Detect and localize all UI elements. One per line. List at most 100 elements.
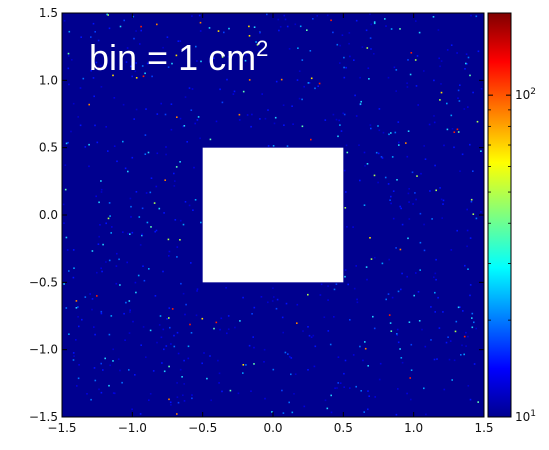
noise-speckle xyxy=(145,356,147,358)
noise-speckle xyxy=(67,52,70,55)
noise-speckle xyxy=(367,67,370,69)
noise-speckle xyxy=(397,341,400,344)
noise-speckle xyxy=(168,250,171,253)
noise-speckle xyxy=(213,57,215,60)
noise-speckle xyxy=(264,397,266,400)
noise-speckles xyxy=(62,13,483,416)
noise-speckle xyxy=(415,272,417,274)
noise-speckle xyxy=(266,13,268,16)
noise-speckle xyxy=(377,125,379,127)
noise-speckle xyxy=(396,334,398,336)
noise-speckle xyxy=(407,130,410,132)
noise-speckle xyxy=(364,341,366,343)
noise-speckle xyxy=(101,270,103,273)
noise-speckle xyxy=(65,142,68,145)
noise-speckle xyxy=(113,97,116,99)
noise-speckle xyxy=(332,31,334,34)
noise-speckle xyxy=(165,345,168,347)
noise-speckle xyxy=(387,293,390,295)
noise-speckle xyxy=(148,399,150,401)
noise-speckle xyxy=(272,287,274,289)
noise-speckle xyxy=(364,347,367,350)
noise-speckle xyxy=(267,301,269,304)
noise-speckle xyxy=(77,316,79,318)
noise-speckle xyxy=(128,300,131,302)
noise-speckle xyxy=(318,82,321,85)
noise-speckle xyxy=(253,346,255,349)
noise-speckle xyxy=(329,343,332,346)
noise-speckle xyxy=(377,181,379,184)
noise-speckle xyxy=(472,91,474,94)
noise-speckle xyxy=(124,339,126,341)
noise-speckle xyxy=(433,358,436,361)
noise-speckle xyxy=(128,369,130,371)
noise-speckle xyxy=(360,100,362,103)
noise-speckle xyxy=(113,392,116,395)
noise-speckle xyxy=(412,203,414,205)
noise-speckle xyxy=(344,207,347,209)
noise-speckle xyxy=(125,301,127,304)
noise-speckle xyxy=(209,355,211,357)
noise-speckle xyxy=(176,331,179,334)
noise-speckle xyxy=(410,369,413,371)
noise-speckle xyxy=(457,89,460,92)
noise-speckle xyxy=(108,333,111,336)
noise-speckle xyxy=(70,130,72,133)
noise-speckle xyxy=(469,74,471,77)
noise-speckle xyxy=(188,204,191,207)
noise-speckle xyxy=(63,20,66,22)
noise-speckle xyxy=(146,221,149,224)
noise-speckle xyxy=(179,40,182,42)
noise-speckle xyxy=(443,144,445,147)
noise-speckle xyxy=(432,16,435,18)
noise-speckle xyxy=(459,170,461,172)
noise-speckle xyxy=(445,341,448,344)
noise-speckle xyxy=(107,14,109,16)
noise-speckle xyxy=(447,336,449,338)
noise-speckle xyxy=(195,314,198,317)
noise-speckle xyxy=(165,146,167,148)
noise-speckle xyxy=(68,270,70,272)
noise-speckle xyxy=(209,138,212,141)
noise-speckle xyxy=(471,317,473,319)
noise-speckle xyxy=(195,45,197,48)
noise-speckle xyxy=(366,47,369,49)
noise-speckle xyxy=(225,287,227,289)
noise-speckle xyxy=(463,108,466,110)
noise-speckle xyxy=(93,95,95,98)
noise-speckle xyxy=(274,116,277,119)
noise-speckle xyxy=(333,288,336,291)
noise-speckle xyxy=(476,120,479,123)
noise-speckle xyxy=(356,301,359,304)
noise-speckle xyxy=(345,144,348,147)
noise-speckle xyxy=(358,144,360,146)
noise-speckle xyxy=(417,104,419,106)
noise-speckle xyxy=(359,103,362,105)
noise-speckle xyxy=(72,249,75,251)
noise-speckle xyxy=(149,191,152,194)
noise-speckle xyxy=(378,129,381,132)
noise-speckle xyxy=(131,408,133,411)
noise-speckle xyxy=(453,359,456,362)
noise-speckle xyxy=(396,333,398,335)
noise-speckle xyxy=(469,284,472,286)
noise-speckle xyxy=(219,328,221,331)
noise-speckle xyxy=(122,103,125,106)
noise-speckle xyxy=(248,35,251,37)
noise-speckle xyxy=(271,411,273,413)
noise-speckle xyxy=(330,394,332,397)
noise-speckle xyxy=(146,62,149,65)
noise-speckle xyxy=(294,23,297,26)
noise-speckle xyxy=(469,294,471,297)
noise-speckle xyxy=(108,202,111,204)
noise-speckle xyxy=(381,262,384,265)
noise-speckle xyxy=(156,23,158,26)
noise-speckle xyxy=(84,296,87,298)
noise-speckle xyxy=(88,143,90,146)
noise-speckle xyxy=(314,87,316,90)
noise-speckle xyxy=(180,219,182,222)
noise-speckle xyxy=(131,156,134,159)
noise-speckle xyxy=(182,125,184,128)
noise-speckle xyxy=(182,292,185,295)
noise-speckle xyxy=(141,233,143,236)
